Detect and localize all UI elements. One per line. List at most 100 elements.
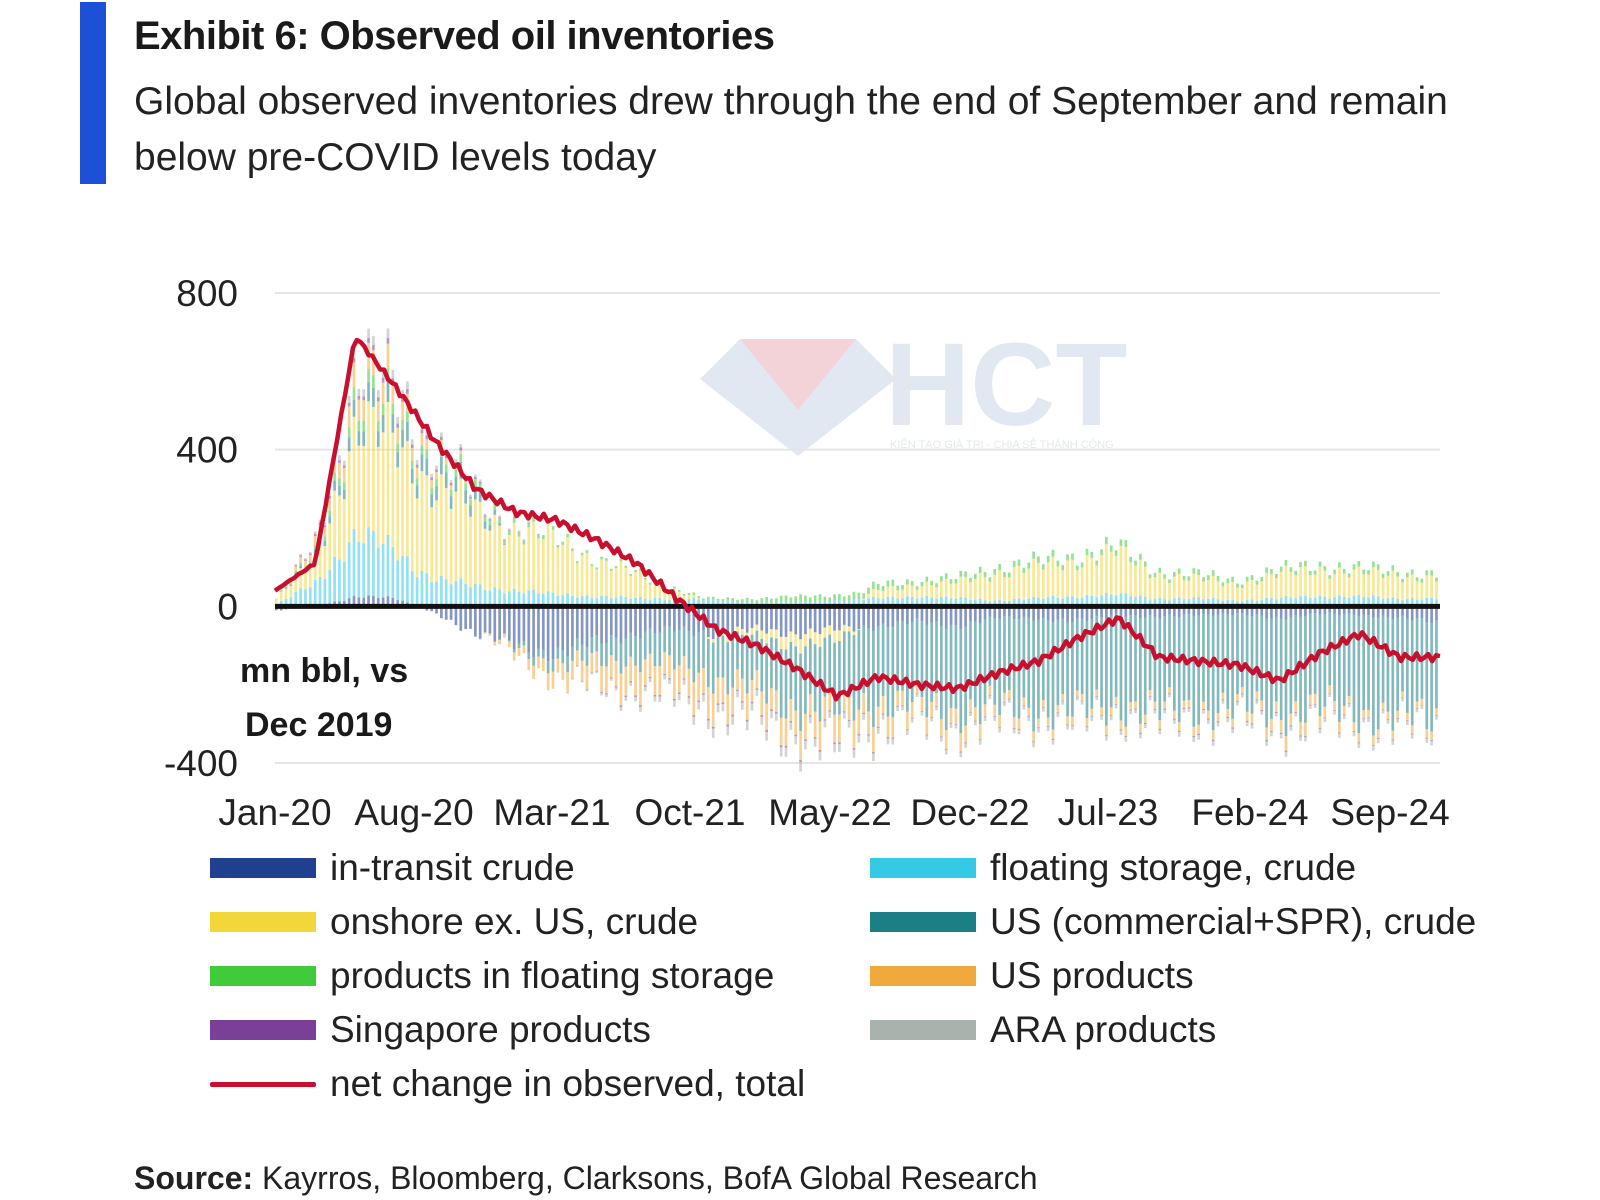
bar-segment [978,724,982,740]
legend-label: Singapore products [330,1009,651,1050]
bar-segment [1177,732,1181,737]
bar-segment [1037,556,1040,563]
bar-segment [1085,595,1089,607]
bar-segment [624,597,628,607]
bar-segment [1221,700,1225,704]
bar-segment [381,378,385,383]
bar-segment [1226,709,1230,718]
bar-segment [1299,735,1302,737]
bar-segment [1085,726,1089,728]
bar-segment [1260,709,1264,712]
bar-segment [823,720,827,728]
bar-segment [1139,559,1142,596]
bar-segment [1289,726,1293,731]
bar-segment [755,688,759,690]
bar-segment [1342,606,1346,614]
bar-segment [333,480,336,491]
bar-segment [1056,560,1060,567]
bar-segment [629,682,633,686]
bar-segment [1090,708,1094,717]
bar-segment [808,606,812,629]
bar-segment [653,665,657,695]
bar-segment [522,540,526,542]
bar-segment [1255,584,1259,601]
bar-segment [799,639,802,654]
bar-segment [498,523,501,526]
bar-segment [886,627,890,717]
bar-segment [532,521,535,590]
bar-segment [886,606,890,628]
bar-segment [279,589,283,591]
bar-segment [920,606,924,622]
bar-segment [1085,718,1089,727]
bar-segment [624,567,628,598]
bar-segment [352,362,356,388]
bar-segment [1265,741,1268,746]
bar-segment [959,733,963,752]
bar-segment [1367,606,1370,616]
bar-segment [1075,618,1079,691]
bar-segment [833,642,836,715]
x-tick-label: Jan-20 [218,792,331,833]
bar-segment [347,437,351,452]
bar-segment [1338,567,1341,596]
legend-item: products in floating storage [210,952,774,1000]
bar-segment [741,606,744,629]
bar-segment [954,583,958,599]
bar-segment [391,414,395,433]
bar-segment [711,638,715,643]
bar-segment [1415,618,1419,702]
bar-segment [1114,550,1118,556]
bar-segment [687,599,691,607]
bar-segment [585,689,589,692]
bar-segment [940,626,943,720]
bar-segment [1328,575,1332,579]
bar-segment [872,753,875,762]
bar-segment [828,689,832,711]
bar-segment [367,527,370,596]
bar-segment [1362,597,1366,607]
bar-segment [794,606,798,635]
bar-segment [1401,578,1404,583]
bar-segment [789,641,793,700]
bar-segment [1168,693,1171,695]
bar-segment [1168,687,1171,694]
bar-segment [1022,606,1026,617]
bar-segment [1124,546,1128,594]
bar-segment [289,585,293,598]
bar-segment [944,578,948,597]
bar-segment [1236,613,1239,695]
bar-segment [1435,606,1438,621]
bar-segment [1041,569,1045,599]
bar-segment [556,647,560,659]
bar-segment [478,490,482,502]
bar-segment [1231,606,1234,615]
bar-segment [308,587,312,607]
bar-segment [779,648,783,718]
bar-segment [580,606,584,645]
bar-segment [673,586,676,589]
bar-segment [469,505,472,517]
bar-segment [930,606,933,623]
bar-segment [935,621,938,694]
bar-segment [736,691,739,698]
bar-segment [1003,572,1006,578]
bar-segment [609,598,613,607]
bar-segment [1221,692,1225,700]
bar-segment [1367,570,1370,575]
bar-segment [512,648,516,653]
bar-segment [362,400,366,421]
bar-segment [279,590,283,591]
bar-segment [1367,615,1370,710]
bar-segment [449,489,453,497]
bar-segment [862,693,866,713]
bar-segment [1017,598,1021,607]
bar-segment [1231,599,1234,607]
bar-segment [1265,567,1268,573]
bar-segment [643,686,647,691]
bar-segment [876,583,880,590]
bar-segment [1032,741,1035,743]
bar-segment [852,631,856,636]
bar-segment [1415,708,1419,709]
bar-segment [1066,724,1069,726]
